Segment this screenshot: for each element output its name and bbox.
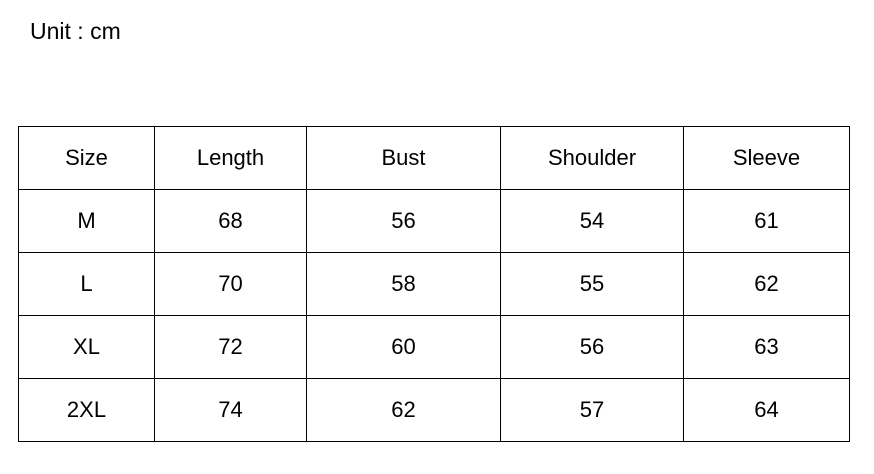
column-header: Sleeve: [683, 126, 850, 190]
table-cell: 70: [154, 252, 307, 316]
unit-label: Unit : cm: [30, 18, 121, 44]
table-cell: 56: [306, 189, 501, 253]
table-cell: 54: [500, 189, 684, 253]
table-cell: 68: [154, 189, 307, 253]
table-cell: 62: [683, 252, 850, 316]
table-cell: 2XL: [18, 378, 155, 442]
table-cell: 72: [154, 315, 307, 379]
table-cell: 58: [306, 252, 501, 316]
table-cell: 61: [683, 189, 850, 253]
table-cell: 62: [306, 378, 501, 442]
table-cell: XL: [18, 315, 155, 379]
header-row: Size Length Bust Shoulder Sleeve: [18, 126, 850, 190]
size-chart-table: Size Length Bust Shoulder Sleeve M 68 56 54 61 L 70…: [18, 126, 850, 442]
table-cell: 55: [500, 252, 684, 316]
column-header: Shoulder: [500, 126, 684, 190]
table-cell: 64: [683, 378, 850, 442]
table-row: XL 72 60 56 63: [18, 315, 850, 379]
table-cell: M: [18, 189, 155, 253]
table-cell: 63: [683, 315, 850, 379]
table-row: 2XL 74 62 57 64: [18, 378, 850, 442]
column-header: Bust: [306, 126, 501, 190]
table-cell: 60: [306, 315, 501, 379]
table-cell: 56: [500, 315, 684, 379]
table-row: L 70 58 55 62: [18, 252, 850, 316]
column-header: Size: [18, 126, 155, 190]
table-row: M 68 56 54 61: [18, 189, 850, 253]
table-cell: 74: [154, 378, 307, 442]
table-cell: L: [18, 252, 155, 316]
column-header: Length: [154, 126, 307, 190]
table-cell: 57: [500, 378, 684, 442]
